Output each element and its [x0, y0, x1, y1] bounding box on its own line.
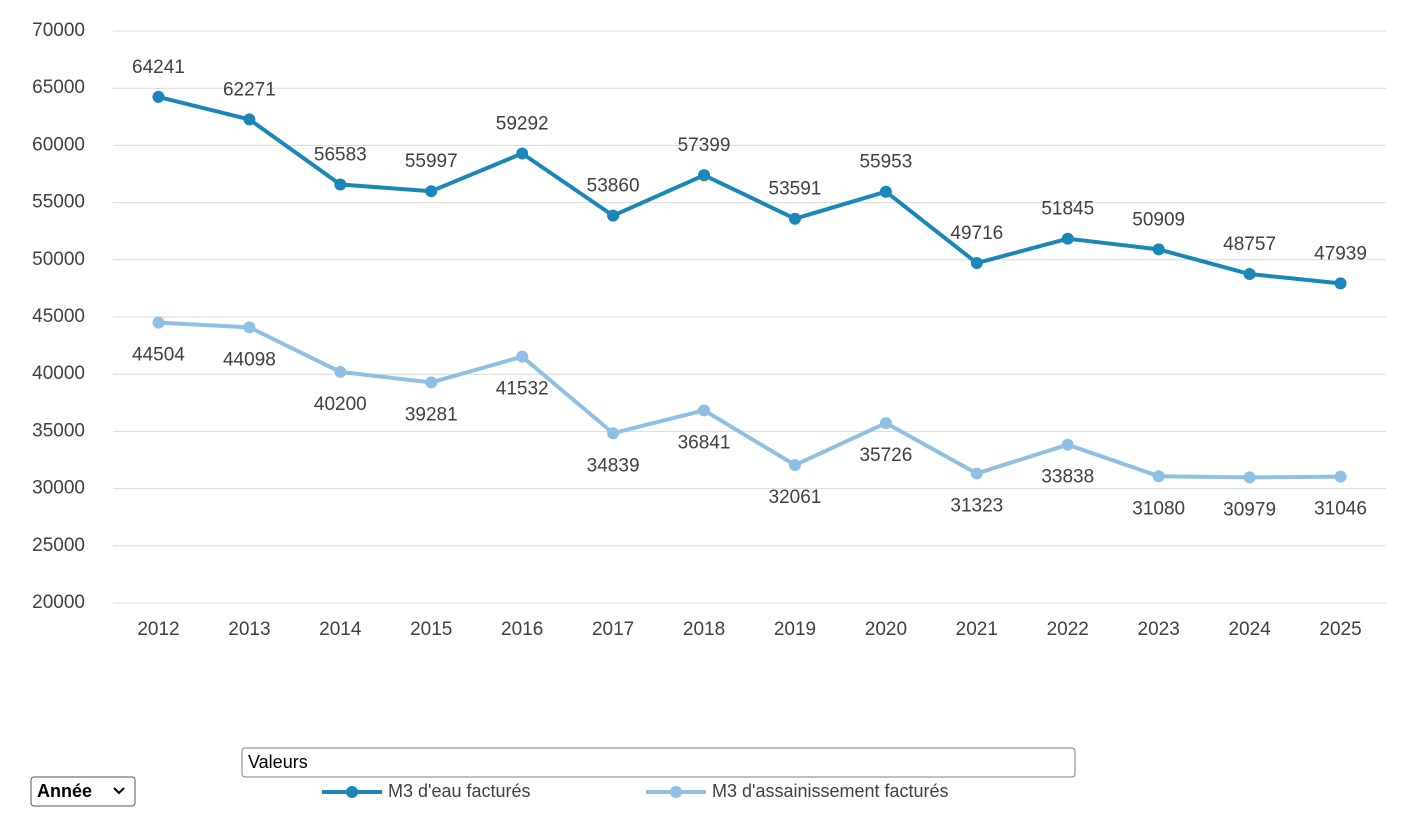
values-field-label: Valeurs	[248, 752, 308, 772]
legend-marker	[670, 786, 682, 798]
data-label: 41532	[496, 379, 549, 400]
data-label: 48757	[1223, 234, 1276, 255]
x-tick-label: 2022	[1047, 619, 1089, 640]
data-point	[1061, 438, 1074, 451]
data-point	[607, 427, 620, 440]
data-label: 50909	[1132, 209, 1185, 230]
y-tick-label: 25000	[32, 535, 85, 556]
data-label: 44098	[223, 349, 276, 370]
x-tick-label: 2024	[1228, 619, 1271, 640]
data-point	[970, 467, 983, 480]
legend-marker	[346, 786, 358, 798]
data-point	[425, 376, 438, 389]
data-label: 34839	[587, 455, 640, 476]
data-point	[425, 185, 438, 198]
dropdown-label[interactable]: Année	[37, 781, 92, 801]
data-label: 44504	[132, 345, 185, 366]
data-label: 32061	[769, 487, 822, 508]
x-tick-label: 2023	[1138, 619, 1180, 640]
data-point	[1243, 471, 1256, 484]
x-tick-label: 2016	[501, 619, 543, 640]
data-label: 39281	[405, 404, 458, 425]
y-tick-label: 65000	[32, 77, 85, 98]
data-label: 53860	[587, 176, 640, 197]
data-point	[516, 147, 529, 160]
y-tick-label: 45000	[32, 306, 85, 327]
data-label: 56583	[314, 145, 367, 166]
data-label: 31046	[1314, 499, 1367, 520]
data-point	[334, 178, 347, 191]
data-point	[243, 113, 256, 126]
y-tick-label: 55000	[32, 192, 85, 213]
legend-label: M3 d'eau facturés	[388, 781, 531, 801]
data-label: 40200	[314, 394, 367, 415]
data-point	[152, 90, 165, 103]
y-tick-label: 20000	[32, 592, 85, 613]
data-label: 31080	[1132, 498, 1185, 519]
x-tick-label: 2025	[1319, 619, 1361, 640]
data-point	[788, 459, 801, 472]
data-point	[1334, 277, 1347, 290]
data-point	[516, 350, 529, 363]
data-label: 31323	[950, 495, 1003, 516]
data-point	[243, 321, 256, 334]
x-tick-label: 2012	[137, 619, 179, 640]
series-line	[157, 94, 1341, 286]
data-point	[1152, 243, 1165, 256]
y-tick-label: 60000	[32, 134, 85, 155]
data-label: 47939	[1314, 243, 1367, 264]
data-label: 35726	[859, 445, 912, 466]
x-tick-label: 2013	[228, 619, 270, 640]
data-point	[788, 212, 801, 225]
y-tick-label: 70000	[32, 20, 85, 41]
y-tick-label: 40000	[32, 363, 85, 384]
data-point	[698, 169, 711, 182]
data-point	[152, 316, 165, 329]
y-tick-label: 35000	[32, 420, 85, 441]
data-label: 51845	[1041, 199, 1094, 220]
data-label: 59292	[496, 114, 549, 135]
data-label: 55953	[859, 152, 912, 173]
dropdown-box[interactable]	[30, 776, 136, 807]
y-tick-label: 30000	[32, 478, 85, 499]
data-label: 33838	[1041, 467, 1094, 488]
data-point	[879, 417, 892, 430]
data-point	[698, 404, 711, 417]
data-point	[970, 257, 983, 270]
data-label: 55997	[405, 151, 458, 172]
x-tick-label: 2014	[319, 619, 362, 640]
data-point	[607, 209, 620, 222]
dropdown-arrow[interactable]	[113, 787, 125, 795]
legend-label: M3 d'assainissement facturés	[712, 781, 949, 801]
values-field-box	[241, 747, 1076, 778]
data-label: 53591	[769, 179, 822, 200]
data-point	[1243, 268, 1256, 281]
data-point	[334, 365, 347, 378]
data-point	[879, 185, 892, 198]
data-label: 57399	[678, 135, 731, 156]
series-line	[158, 320, 1341, 480]
data-label: 30979	[1223, 499, 1276, 520]
x-tick-label: 2018	[683, 619, 725, 640]
data-point	[1061, 232, 1074, 245]
x-tick-label: 2019	[774, 619, 816, 640]
data-label: 49716	[950, 223, 1003, 244]
x-tick-label: 2021	[956, 619, 998, 640]
x-tick-label: 2015	[410, 619, 452, 640]
data-point	[1334, 470, 1347, 483]
axis-field-dropdown[interactable]: Année	[30, 776, 136, 807]
data-label: 36841	[678, 432, 731, 453]
data-label: 62271	[223, 79, 276, 100]
data-point	[1152, 470, 1165, 483]
y-tick-label: 50000	[32, 249, 85, 270]
x-tick-label: 2020	[865, 619, 907, 640]
data-label: 64241	[132, 57, 185, 78]
x-tick-label: 2017	[592, 619, 634, 640]
